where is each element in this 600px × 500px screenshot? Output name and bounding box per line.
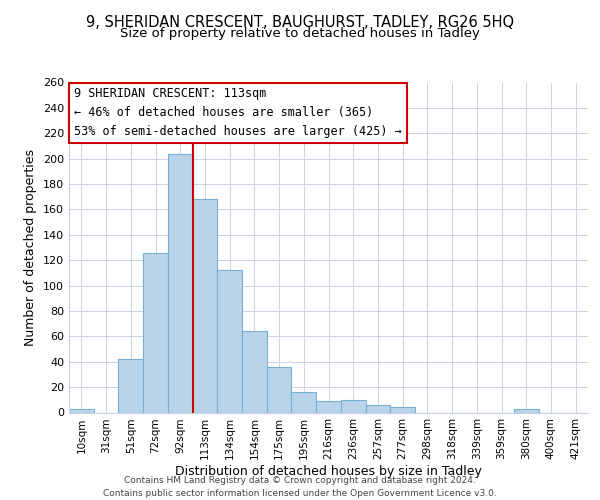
Bar <box>267 367 292 412</box>
Y-axis label: Number of detached properties: Number of detached properties <box>25 149 37 346</box>
Bar <box>69 408 94 412</box>
Bar <box>390 408 415 412</box>
X-axis label: Distribution of detached houses by size in Tadley: Distribution of detached houses by size … <box>175 465 482 478</box>
Text: Contains HM Land Registry data © Crown copyright and database right 2024.: Contains HM Land Registry data © Crown c… <box>124 476 476 485</box>
Bar <box>242 332 267 412</box>
Bar <box>143 252 168 412</box>
Bar <box>341 400 365 412</box>
Bar <box>118 359 143 412</box>
Bar <box>365 405 390 412</box>
Bar <box>514 408 539 412</box>
Text: 9, SHERIDAN CRESCENT, BAUGHURST, TADLEY, RG26 5HQ: 9, SHERIDAN CRESCENT, BAUGHURST, TADLEY,… <box>86 15 514 30</box>
Bar <box>316 401 341 412</box>
Bar <box>217 270 242 412</box>
Bar <box>292 392 316 412</box>
Text: 9 SHERIDAN CRESCENT: 113sqm
← 46% of detached houses are smaller (365)
53% of se: 9 SHERIDAN CRESCENT: 113sqm ← 46% of det… <box>74 88 402 138</box>
Text: Size of property relative to detached houses in Tadley: Size of property relative to detached ho… <box>120 28 480 40</box>
Text: Contains public sector information licensed under the Open Government Licence v3: Contains public sector information licen… <box>103 489 497 498</box>
Bar <box>168 154 193 412</box>
Bar <box>193 200 217 412</box>
